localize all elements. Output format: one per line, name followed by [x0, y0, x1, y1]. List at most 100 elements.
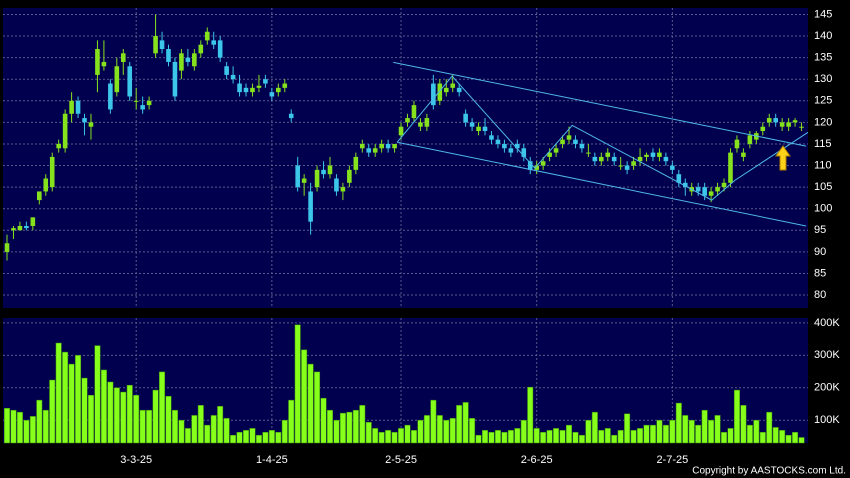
volume-bar — [430, 399, 437, 444]
candle-body — [560, 139, 565, 144]
volume-bar — [585, 420, 592, 444]
volume-bar — [727, 428, 734, 444]
volume-bar — [320, 397, 327, 444]
volume-bar — [249, 428, 256, 444]
candle-body — [734, 139, 740, 149]
volume-bar — [36, 399, 43, 444]
candle-body — [153, 36, 158, 54]
candle-body — [243, 87, 249, 93]
candle-body — [75, 100, 81, 114]
volume-bar — [669, 420, 676, 444]
y-tick-label: 145 — [814, 8, 832, 20]
candle-body — [269, 92, 275, 97]
volume-bar — [94, 345, 101, 444]
volume-bar — [591, 411, 598, 444]
candle-body — [598, 156, 604, 162]
volume-bar — [301, 349, 308, 444]
candle-body — [786, 122, 791, 127]
volume-bar — [578, 434, 585, 444]
volume-bar — [391, 432, 398, 444]
candle-body — [799, 126, 804, 128]
candle-body — [327, 165, 333, 175]
candle-body — [450, 83, 456, 88]
volume-bar — [785, 434, 792, 444]
volume-bar — [171, 409, 178, 444]
candle-body — [340, 187, 346, 192]
volume-bar — [682, 415, 689, 444]
volume-bar — [236, 432, 243, 444]
x-tick-label: 2-7-25 — [656, 454, 688, 466]
candle-body — [30, 217, 36, 226]
trend-line — [396, 75, 809, 201]
candle-body — [334, 178, 339, 192]
volume-bar — [197, 405, 204, 444]
volume-bar — [417, 420, 424, 444]
y-tick-label: 85 — [814, 267, 826, 279]
candle-body — [553, 148, 559, 153]
volume-bar — [449, 418, 456, 444]
volume-bar — [23, 420, 30, 444]
volume-bar — [100, 369, 107, 444]
candle-body — [372, 148, 378, 153]
y-tick-label: 95 — [814, 224, 826, 236]
candle-body — [670, 165, 675, 170]
candle-body — [379, 143, 384, 149]
candle-body — [611, 156, 617, 162]
candle-body — [695, 187, 701, 192]
candle-body — [146, 100, 152, 106]
volume-bar — [29, 416, 36, 444]
candle-body — [476, 126, 481, 132]
volume-bar — [165, 395, 172, 444]
candle-body — [88, 122, 94, 127]
candle-body — [792, 120, 798, 123]
candle-body — [766, 118, 772, 123]
candle-body — [431, 83, 436, 106]
volume-bar — [339, 412, 346, 444]
candle-body — [463, 113, 468, 123]
volume-bar — [708, 420, 715, 444]
volume-bar — [779, 430, 786, 444]
volume-bar — [81, 377, 88, 444]
volume-bar — [501, 432, 508, 444]
volume-bar — [107, 381, 114, 444]
candle-body — [437, 83, 443, 101]
volume-bar — [514, 428, 521, 444]
candle-body — [185, 57, 191, 62]
candle-body — [11, 228, 16, 231]
candle-body — [359, 143, 365, 149]
y-tick-label: 105 — [814, 181, 832, 193]
candle-body — [682, 182, 688, 188]
y-tick-label: 80 — [814, 289, 826, 301]
candle-body — [469, 122, 475, 127]
volume-bar — [443, 420, 450, 444]
volume-bar — [456, 405, 463, 444]
candle-body — [198, 44, 204, 54]
volume-bar — [572, 432, 579, 444]
candle-body — [663, 156, 669, 162]
volume-bar — [759, 432, 766, 444]
candle-body — [166, 49, 171, 62]
y-tick-label: 110 — [814, 159, 832, 171]
volume-bar — [436, 415, 443, 444]
candle-body — [650, 152, 656, 157]
candle-body — [127, 66, 133, 97]
candle-body — [282, 83, 288, 88]
candle-body — [321, 169, 326, 175]
volume-bar — [352, 409, 359, 444]
volume-bar — [656, 420, 663, 444]
volume-bar — [527, 386, 534, 444]
volume-bar — [88, 395, 94, 444]
volume-bar — [553, 428, 560, 444]
volume-bar — [559, 430, 566, 444]
x-tick-label: 2-6-25 — [521, 454, 553, 466]
volume-bar — [42, 409, 49, 444]
candle-body — [521, 148, 527, 157]
y-tick-label: 120 — [814, 116, 832, 128]
candle-body — [579, 143, 585, 149]
volume-bar — [49, 379, 56, 444]
y-tick-label: 135 — [814, 52, 832, 64]
trend-line — [397, 141, 807, 227]
candle-body — [172, 61, 178, 97]
candle-body — [515, 143, 520, 149]
volume-bar — [746, 424, 753, 444]
